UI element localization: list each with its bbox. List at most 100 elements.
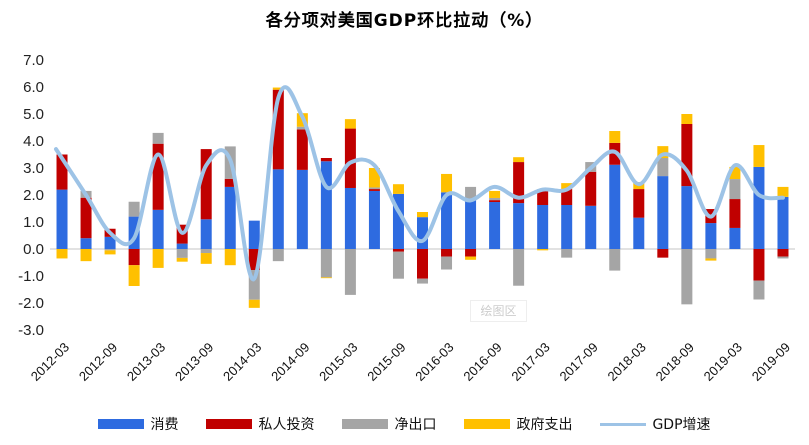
y-tick-label: -3.0 [18,322,44,339]
bar-segment-government-spending [176,257,188,262]
bar-segment-government-spending [657,146,669,159]
bar-segment-net-exports [104,249,116,251]
bar-segment-consumption [56,189,68,249]
bar-segment-private-investment [80,197,92,239]
bar-segment-government-spending [681,114,693,124]
y-axis: 7.0 6.0 5.0 4.0 3.0 2.0 1.0 0.0 -1.0 -2.0 -3.0 [18,52,44,339]
bar-segment-net-exports [344,249,356,295]
bar-segment-government-spending [489,190,501,198]
plot-area-watermark: 绘图区 [470,300,527,322]
bar-segment-consumption [585,205,597,249]
legend-label: 私人投资 [258,417,315,433]
bar-segment-government-spending [465,256,477,260]
x-axis: 2012-03 2012-09 2013-03 2013-09 2014-03 2014-… [28,340,793,384]
bar-segment-government-spending [609,131,621,143]
bar-segment-consumption [705,223,717,249]
legend-item-government-spending: 政府支出 [464,414,572,434]
bar-segment-private-investment [777,249,789,257]
bar-segment-private-investment [513,162,525,204]
bar-segment-consumption [729,227,741,249]
legend-swatch-net-exports [342,419,389,429]
bar-segment-net-exports [441,256,453,270]
y-tick-label: 3.0 [23,160,44,177]
bar-segment-private-investment [248,249,260,271]
legend-swatch-government-spending [464,419,511,429]
x-tick-label: 2014-09 [268,340,312,384]
bar-segment-consumption [224,186,236,249]
bar-segment-government-spending [705,258,717,261]
bar-segment-private-investment [585,171,597,206]
bar-segment-net-exports [609,249,621,271]
bar-segment-net-exports [753,280,765,300]
legend-item-net-exports: 净出口 [342,414,436,434]
bar-segment-government-spending [128,265,140,286]
bar-segment-private-investment [224,178,236,187]
bar-segment-net-exports [705,249,717,259]
bar-segment-private-investment [561,189,573,205]
bar-segment-government-spending [561,183,573,190]
legend-swatch-private-investment [206,419,253,429]
bar-segment-consumption [152,209,164,249]
bar-segment-consumption [80,238,92,249]
bar-segment-private-investment [200,149,212,220]
bar-segment-consumption [200,219,212,249]
x-tick-label: 2012-03 [28,340,72,384]
y-tick-label: -2.0 [18,295,44,312]
bar-segment-government-spending [441,173,453,193]
bar-segment-net-exports [417,278,428,284]
bar-segment-net-exports [513,249,525,286]
bar-segment-consumption [368,190,380,249]
bar-segment-government-spending [80,249,92,262]
bar-segment-private-investment [56,154,68,190]
bar-segment-consumption [609,164,621,249]
bar-segment-net-exports [681,249,693,305]
legend: 消费 私人投资 净出口 政府支出 GDP增速 [0,414,809,434]
bar-segment-government-spending [392,184,404,194]
bar-segment-net-exports [176,249,188,258]
bar-segment-private-investment [441,249,453,257]
bar-segment-consumption [777,196,789,249]
bar-segment-net-exports [465,186,477,200]
bar-segment-net-exports [152,132,164,144]
bar-segment-consumption [392,193,404,249]
gdp-line-group [54,85,785,282]
bar-segment-government-spending [777,186,789,197]
bar-segment-consumption [272,169,284,249]
x-tick-label: 2018-03 [605,340,649,384]
bar-segment-private-investment [657,249,669,258]
bar-segment-consumption [248,220,260,249]
bar-segment-net-exports [777,256,789,259]
x-tick-label: 2017-03 [508,340,552,384]
bar-segment-net-exports [200,249,212,254]
y-tick-label: 4.0 [23,133,44,150]
bar-segment-net-exports [392,251,404,279]
legend-label: 政府支出 [516,417,573,433]
bar-segment-private-investment [537,189,549,205]
bar-segment-private-investment [417,249,428,279]
bar-segment-consumption [296,169,308,249]
bar-segment-net-exports [296,126,308,130]
bar-segment-net-exports [657,158,669,177]
y-tick-label: 7.0 [23,52,44,69]
bar-segment-net-exports [729,179,741,200]
bar-segment-net-exports [489,197,501,201]
legend-item-gdp-growth: GDP增速 [600,414,711,434]
bar-segment-private-investment [489,200,501,203]
bar-segment-consumption [417,217,428,249]
bar-segment-net-exports [561,249,573,258]
legend-label: 消费 [150,417,179,433]
x-tick-label: 2019-03 [701,340,745,384]
bar-segment-government-spending [152,249,164,268]
bar-segment-consumption [633,217,645,249]
x-tick-label: 2014-03 [220,340,264,384]
bar-segment-private-investment [633,189,645,218]
bar-segment-private-investment [152,143,164,210]
y-tick-label: -1.0 [18,268,44,285]
bar-segment-private-investment [344,128,356,188]
bar-segment-consumption [561,204,573,249]
bar-segment-government-spending [224,249,236,266]
bar-segment-consumption [128,216,140,249]
bar-segment-government-spending [104,250,116,255]
x-tick-label: 2017-09 [556,340,600,384]
